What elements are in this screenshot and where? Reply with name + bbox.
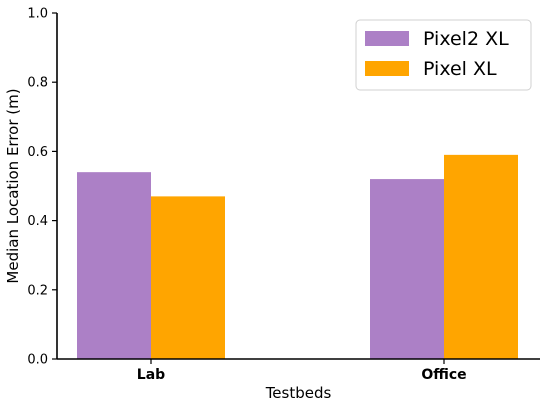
x-tick-label-office: Office [421, 367, 466, 383]
y-tick-label: 0.6 [27, 145, 48, 160]
bar-office-pixel2-xl [370, 179, 444, 359]
y-tick-label: 0.2 [27, 283, 48, 298]
bar-lab-pixel2-xl [77, 172, 151, 359]
legend-swatch-pixel-xl [365, 61, 409, 76]
x-axis-title: Testbeds [265, 384, 332, 402]
y-tick-label: 0.0 [27, 353, 48, 368]
legend-label-pixel2-xl: Pixel2 XL [423, 28, 509, 50]
y-tick-label: 0.4 [27, 214, 48, 229]
y-tick-label: 0.8 [27, 76, 48, 91]
legend-swatch-pixel2-xl [365, 31, 409, 46]
legend: Pixel2 XL Pixel XL [355, 19, 532, 91]
y-axis-title: Median Location Error (m) [4, 88, 22, 283]
y-tick-label: 1.0 [27, 7, 48, 22]
x-axis-ticks: Lab Office [137, 359, 467, 383]
y-axis-ticks: 0.0 0.2 0.4 0.6 0.8 1.0 [27, 7, 57, 368]
legend-label-pixel-xl: Pixel XL [423, 58, 497, 80]
bar-lab-pixel-xl [151, 196, 225, 359]
x-tick-label-lab: Lab [137, 367, 165, 383]
bars-group [77, 154, 518, 359]
bar-office-pixel-xl [444, 154, 518, 359]
